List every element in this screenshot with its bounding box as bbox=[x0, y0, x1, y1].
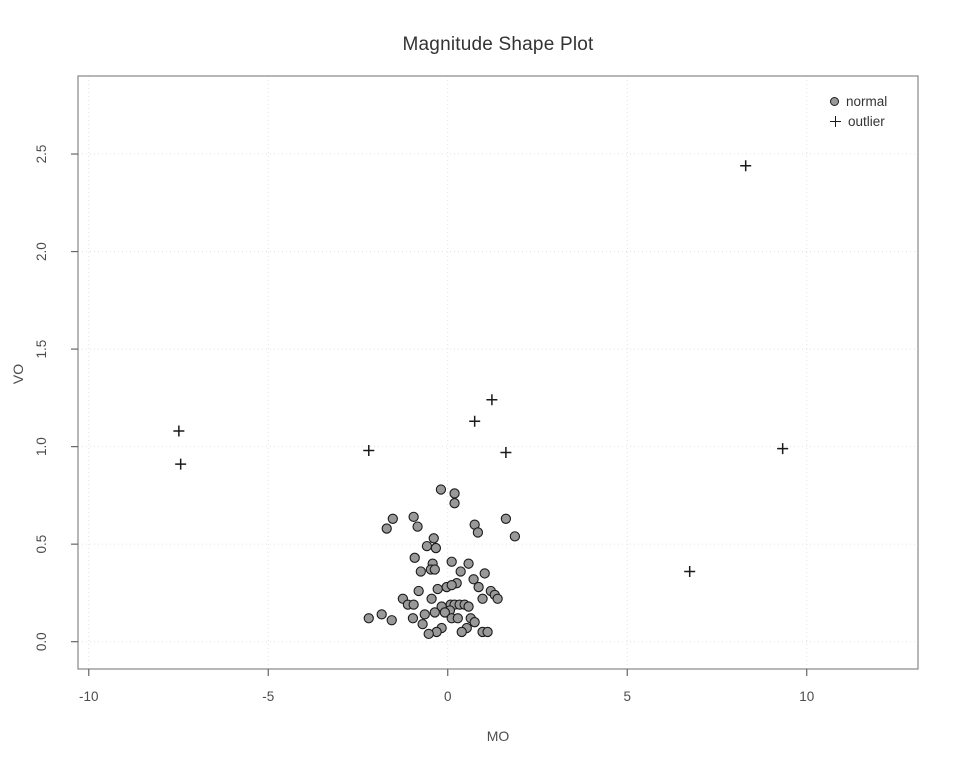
data-point-normal bbox=[386, 615, 397, 626]
data-point-normal bbox=[449, 498, 460, 509]
data-point-normal bbox=[463, 558, 474, 569]
data-point-normal bbox=[413, 585, 424, 597]
data-point-normal bbox=[419, 609, 430, 620]
y-tick-label: 0.0 bbox=[34, 632, 49, 651]
data-point-normal bbox=[482, 626, 493, 638]
data-point-outlier bbox=[175, 458, 187, 470]
data-point-normal bbox=[415, 566, 426, 577]
data-point-outlier bbox=[173, 425, 185, 437]
data-point-normal bbox=[407, 613, 419, 624]
y-tick-label: 1.0 bbox=[34, 437, 49, 456]
data-point-normal bbox=[408, 511, 419, 522]
data-point-outlier bbox=[363, 445, 375, 457]
data-point-outlier bbox=[500, 446, 512, 458]
data-point-normal bbox=[429, 564, 440, 575]
y-tick-label: 2.0 bbox=[34, 242, 49, 261]
outlier-marker-icon bbox=[830, 116, 841, 127]
data-point-normal bbox=[412, 521, 423, 532]
data-point-normal bbox=[408, 599, 419, 610]
data-point-normal bbox=[432, 583, 443, 595]
data-point-normal bbox=[500, 513, 512, 524]
data-point-normal bbox=[421, 540, 433, 552]
legend-label-normal: normal bbox=[846, 94, 888, 109]
data-point-normal bbox=[477, 593, 488, 604]
data-point-normal bbox=[469, 617, 480, 628]
data-point-normal bbox=[473, 581, 484, 593]
data-point-normal bbox=[430, 542, 442, 554]
data-point-normal bbox=[463, 601, 474, 612]
data-point-normal bbox=[426, 593, 437, 604]
data-point-outlier bbox=[684, 565, 696, 577]
data-point-normal bbox=[409, 552, 420, 563]
y-tick-label: 1.5 bbox=[34, 340, 49, 359]
legend: normal outlier bbox=[830, 94, 887, 129]
x-tick-label: 10 bbox=[799, 689, 814, 704]
data-point-normal bbox=[456, 626, 467, 638]
data-point-normal bbox=[387, 513, 398, 524]
data-point-outlier bbox=[469, 415, 481, 427]
data-point-outlier bbox=[486, 394, 498, 406]
data-point-normal bbox=[468, 574, 479, 585]
data-point-normal bbox=[429, 607, 440, 618]
data-point-normal bbox=[472, 527, 484, 538]
x-tick-label: -5 bbox=[262, 689, 274, 704]
data-point-normal bbox=[363, 613, 374, 624]
y-tick-label: 0.5 bbox=[34, 535, 49, 554]
data-point-normal bbox=[376, 609, 387, 620]
x-tick-label: -10 bbox=[79, 689, 99, 704]
data-point-outlier bbox=[777, 443, 789, 455]
data-point-normal bbox=[509, 531, 521, 542]
data-point-normal bbox=[452, 613, 463, 624]
legend-item-normal: normal bbox=[830, 94, 887, 109]
data-point-normal bbox=[479, 568, 490, 579]
data-point-normal bbox=[492, 593, 503, 604]
data-point-normal bbox=[435, 484, 447, 495]
x-axis-title: MO bbox=[486, 728, 510, 744]
data-point-normal bbox=[446, 579, 457, 591]
data-point-normal bbox=[417, 618, 428, 630]
x-tick-label: 0 bbox=[444, 689, 452, 704]
data-point-normal bbox=[439, 607, 451, 618]
y-axis-title: VO bbox=[10, 363, 26, 385]
data-point-normal bbox=[455, 566, 466, 577]
plot-border bbox=[77, 75, 919, 670]
data-point-normal bbox=[428, 533, 439, 544]
data-point-normal bbox=[449, 488, 460, 499]
legend-item-outlier: outlier bbox=[830, 114, 887, 129]
data-point-normal bbox=[381, 523, 392, 534]
data-point-normal bbox=[446, 556, 457, 567]
data-point-normal bbox=[423, 628, 434, 640]
normal-marker-icon bbox=[830, 97, 839, 106]
legend-label-outlier: outlier bbox=[848, 114, 885, 129]
x-tick-label: 5 bbox=[623, 689, 631, 704]
data-point-outlier bbox=[740, 160, 752, 172]
chart-title: Magnitude Shape Plot bbox=[402, 34, 594, 55]
y-tick-label: 2.5 bbox=[34, 145, 49, 164]
